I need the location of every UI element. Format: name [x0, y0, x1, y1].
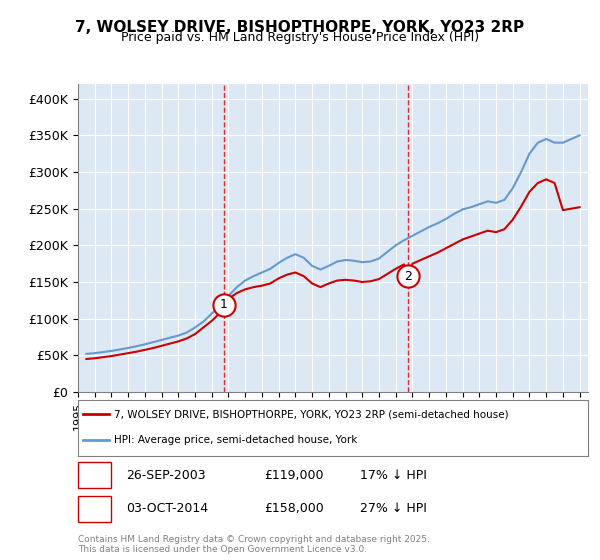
Text: Price paid vs. HM Land Registry's House Price Index (HPI): Price paid vs. HM Land Registry's House …	[121, 31, 479, 44]
Text: 1: 1	[91, 469, 98, 482]
Text: 27% ↓ HPI: 27% ↓ HPI	[360, 502, 427, 515]
Text: Contains HM Land Registry data © Crown copyright and database right 2025.
This d: Contains HM Land Registry data © Crown c…	[78, 535, 430, 554]
Text: 26-SEP-2003: 26-SEP-2003	[126, 469, 206, 482]
Text: HPI: Average price, semi-detached house, York: HPI: Average price, semi-detached house,…	[114, 435, 357, 445]
Text: £158,000: £158,000	[264, 502, 324, 515]
Text: 2: 2	[404, 269, 412, 283]
Text: 17% ↓ HPI: 17% ↓ HPI	[360, 469, 427, 482]
Text: 7, WOLSEY DRIVE, BISHOPTHORPE, YORK, YO23 2RP (semi-detached house): 7, WOLSEY DRIVE, BISHOPTHORPE, YORK, YO2…	[114, 409, 508, 419]
Text: 03-OCT-2014: 03-OCT-2014	[126, 502, 208, 515]
Text: £119,000: £119,000	[264, 469, 323, 482]
Text: 2: 2	[91, 502, 98, 515]
Text: 7, WOLSEY DRIVE, BISHOPTHORPE, YORK, YO23 2RP: 7, WOLSEY DRIVE, BISHOPTHORPE, YORK, YO2…	[76, 20, 524, 35]
Text: 1: 1	[220, 298, 228, 311]
